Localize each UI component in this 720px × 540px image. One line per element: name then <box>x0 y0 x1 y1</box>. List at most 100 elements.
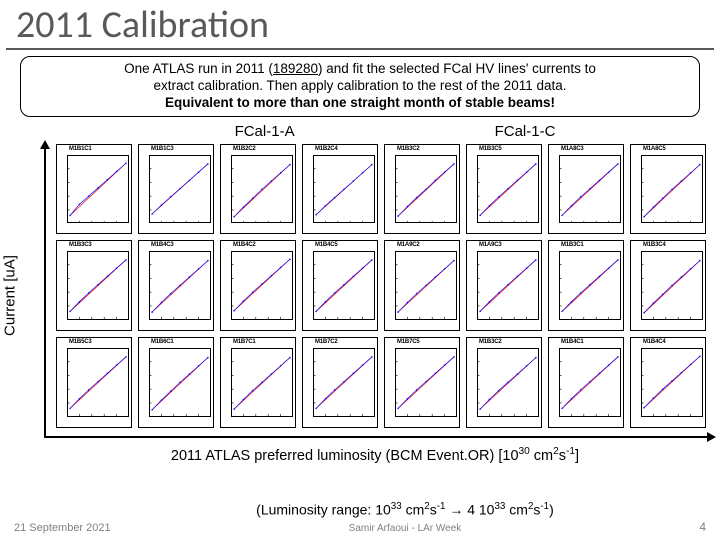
slide-title: 2011 Calibration <box>6 0 714 50</box>
mini-plot: M1B4C2 <box>220 240 296 331</box>
mini-plot: M1A9C3 <box>466 240 542 331</box>
mini-plot-svg <box>395 155 457 224</box>
mini-plot-svg <box>231 155 293 224</box>
mini-plot-label: M1B4C2 <box>233 242 255 248</box>
xaxis-title-c: s <box>559 447 566 463</box>
mini-plot-label: M1B4C3 <box>151 242 173 248</box>
supn1b: -1 <box>540 501 549 512</box>
lr-b: cm <box>402 502 425 518</box>
lr-e: cm <box>505 502 528 518</box>
desc-line2: extract calibration. Then apply calibrat… <box>153 78 566 93</box>
xaxis-arrow <box>44 436 714 438</box>
mini-plot-label: M1A9C3 <box>479 242 501 248</box>
footer-date: 21 September 2021 <box>14 522 111 534</box>
mini-plot-label: M1B3C5 <box>479 146 501 152</box>
mini-plot-svg <box>313 348 375 417</box>
mini-plot-label: M1B3C4 <box>643 242 665 248</box>
mini-plot-svg <box>559 348 621 417</box>
section-labels: FCal-1-A FCal-1-C <box>0 121 720 142</box>
mini-plot: M1B3C5 <box>466 144 542 235</box>
mini-plot: M1B3C1 <box>548 240 624 331</box>
mini-plot-label: M1B6C1 <box>151 339 173 345</box>
mini-plot-svg <box>477 251 539 320</box>
mini-plot: M1B3C2 <box>384 144 460 235</box>
run-number-link[interactable]: 189280 <box>273 61 318 76</box>
mini-plot: M1B3C4 <box>630 240 706 331</box>
mini-plot-label: M1B1C1 <box>69 146 91 152</box>
mini-plot-label: M1A8C3 <box>561 146 583 152</box>
mini-plot-svg <box>477 155 539 224</box>
sup30: 30 <box>519 446 530 457</box>
mini-plot-label: M1B3C3 <box>69 242 91 248</box>
mini-plot: M1B2C2 <box>220 144 296 235</box>
chart-area: Current [uA] M1B1C1M1B1C3M1B2C2M1B2C4M1B… <box>38 142 710 432</box>
mini-plot: M1A8C5 <box>630 144 706 235</box>
mini-plot-svg <box>559 251 621 320</box>
mini-plot: M1B7C2 <box>302 337 378 428</box>
mini-plot: M1A8C3 <box>548 144 624 235</box>
mini-plot-svg <box>149 251 211 320</box>
mini-plot: M1B3C3 <box>56 240 132 331</box>
mini-plot: M1B1C3 <box>138 144 214 235</box>
xaxis-title: 2011 ATLAS preferred luminosity (BCM Eve… <box>50 446 700 464</box>
mini-plot-svg <box>477 348 539 417</box>
page-number: 4 <box>699 520 706 534</box>
section-left: FCal-1-A <box>235 123 295 140</box>
mini-plot: M1B2C4 <box>302 144 378 235</box>
plot-grid: M1B1C1 M1B1C3 M1B2C2 M1B2C4 M1B3C2 M1B3C5 M1A8… <box>56 144 706 428</box>
mini-plot-label: M1B3C1 <box>561 242 583 248</box>
mini-plot-svg <box>67 155 129 224</box>
supn1: -1 <box>566 446 575 457</box>
mini-plot-label: M1B1C3 <box>151 146 173 152</box>
mini-plot-svg <box>641 155 703 224</box>
section-right: FCal-1-C <box>495 123 556 140</box>
xaxis-title-a: 2011 ATLAS preferred luminosity (BCM Eve… <box>171 447 519 463</box>
lr-c: s <box>430 502 437 518</box>
mini-plot-label: M1A9C2 <box>397 242 419 248</box>
mini-plot-label: M1B2C2 <box>233 146 255 152</box>
mini-plot-label: M1A8C5 <box>643 146 665 152</box>
mini-plot: M1B7C1 <box>220 337 296 428</box>
mini-plot-svg <box>67 348 129 417</box>
mini-plot-svg <box>67 251 129 320</box>
mini-plot-label: M1B5C3 <box>69 339 91 345</box>
mini-plot-label: M1B7C1 <box>233 339 255 345</box>
mini-plot: M1B7C5 <box>384 337 460 428</box>
mini-plot-label: M1B2C4 <box>315 146 337 152</box>
mini-plot-svg <box>149 348 211 417</box>
footer: 21 September 2021 (Luminosity range: 103… <box>0 501 720 534</box>
mini-plot: M1B4C5 <box>302 240 378 331</box>
xaxis-title-d: ] <box>575 447 579 463</box>
desc-line3: Equivalent to more than one straight mon… <box>165 95 555 110</box>
mini-plot: M1B4C4 <box>630 337 706 428</box>
mini-plot-label: M1B4C5 <box>315 242 337 248</box>
mini-plot: M1B4C3 <box>138 240 214 331</box>
mini-plot-label: M1B3C2 <box>397 146 419 152</box>
mini-plot: M1A9C2 <box>384 240 460 331</box>
mini-plot: M1B6C1 <box>138 337 214 428</box>
description-box: One ATLAS run in 2011 (189280) and fit t… <box>20 56 700 117</box>
mini-plot: M1B1C1 <box>56 144 132 235</box>
mini-plot-svg <box>559 155 621 224</box>
luminosity-range: (Luminosity range: 1033 cm2s-1 → 4 1033 … <box>111 501 700 534</box>
lr-g: ) <box>549 502 554 518</box>
mini-plot-svg <box>149 155 211 224</box>
yaxis-label: Current [uA] <box>2 255 19 336</box>
desc-line1a: One ATLAS run in 2011 ( <box>124 61 273 76</box>
mini-plot-label: M1B7C2 <box>315 339 337 345</box>
footer-author: Samir Arfaoui - LAr Week <box>349 523 462 534</box>
mini-plot-svg <box>395 251 457 320</box>
sup33a: 33 <box>391 501 402 512</box>
mini-plot-label: M1B4C1 <box>561 339 583 345</box>
mini-plot-label: M1B4C4 <box>643 339 665 345</box>
mini-plot-svg <box>313 251 375 320</box>
mini-plot-svg <box>313 155 375 224</box>
mini-plot-label: M1B3C2 <box>479 339 501 345</box>
mini-plot: M1B4C1 <box>548 337 624 428</box>
mini-plot-svg <box>641 348 703 417</box>
mini-plot-svg <box>231 348 293 417</box>
mini-plot: M1B3C2 <box>466 337 542 428</box>
lr-a: (Luminosity range: 10 <box>256 502 391 518</box>
slide: 2011 Calibration One ATLAS run in 2011 (… <box>0 0 720 540</box>
mini-plot-svg <box>231 251 293 320</box>
